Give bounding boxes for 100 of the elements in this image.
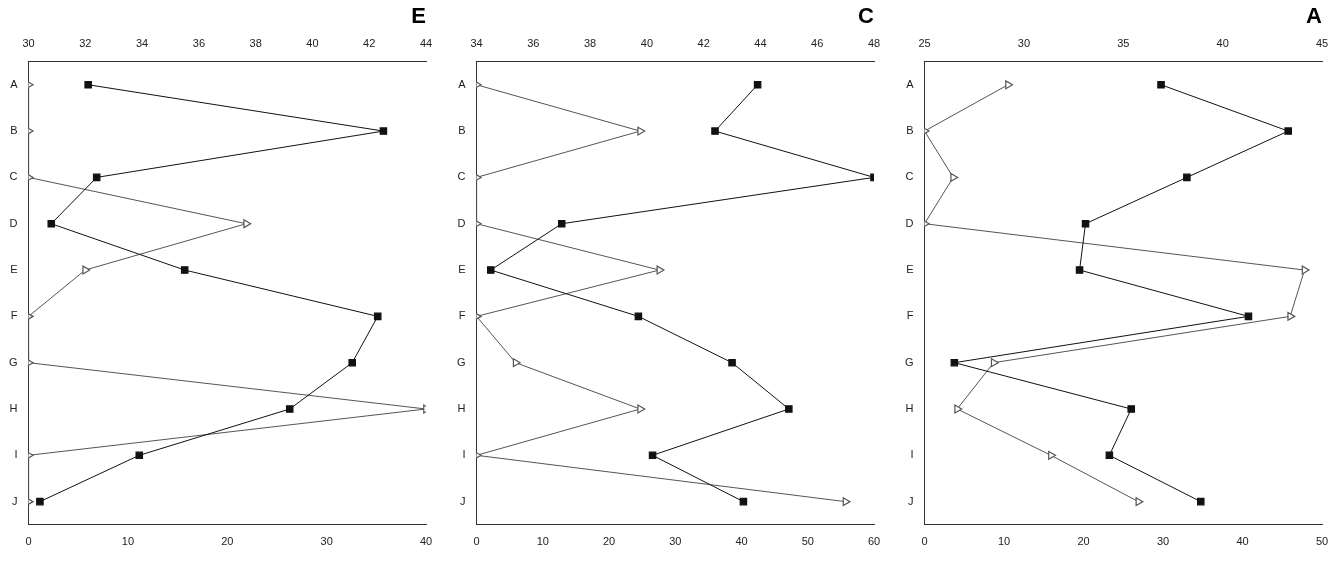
y-tick-label: I bbox=[910, 448, 914, 461]
point bbox=[1105, 451, 1114, 460]
y-tick-label: C bbox=[457, 170, 466, 183]
point bbox=[637, 404, 646, 414]
x2-tick-label: 46 bbox=[811, 37, 824, 50]
x-tick-label: 30 bbox=[320, 535, 333, 548]
y-tick-label: C bbox=[905, 170, 914, 183]
y-tick-label: H bbox=[9, 402, 18, 415]
point bbox=[373, 312, 382, 321]
point bbox=[1127, 405, 1136, 413]
point bbox=[1157, 80, 1165, 89]
point bbox=[36, 497, 44, 506]
point bbox=[1197, 497, 1205, 506]
x-tick-label: 30 bbox=[669, 535, 682, 548]
x2-tick-label: 36 bbox=[527, 37, 540, 50]
y-tick-label: H bbox=[905, 402, 914, 415]
x-tick-label: 10 bbox=[536, 535, 549, 548]
point bbox=[1005, 80, 1014, 90]
point bbox=[557, 219, 566, 228]
x2-tick-label: 35 bbox=[1117, 37, 1130, 50]
y-tick-label: A bbox=[458, 77, 467, 90]
point bbox=[954, 404, 963, 414]
x2-tick-label: 25 bbox=[918, 37, 931, 50]
point bbox=[47, 219, 56, 228]
point bbox=[753, 80, 762, 89]
point bbox=[92, 173, 101, 182]
x2-tick-label: 44 bbox=[419, 37, 433, 50]
x-tick-label: 20 bbox=[221, 535, 234, 548]
x-tick-label: 0 bbox=[25, 535, 32, 548]
point bbox=[1081, 219, 1090, 228]
x-tick-label: 40 bbox=[419, 535, 433, 548]
point bbox=[180, 266, 189, 274]
y-tick-label: E bbox=[906, 263, 914, 276]
point bbox=[135, 451, 144, 460]
y-tick-label: F bbox=[10, 309, 18, 322]
x2-tick-label: 40 bbox=[640, 37, 654, 50]
x2-tick-label: 32 bbox=[79, 37, 92, 50]
y-tick-label: B bbox=[10, 124, 18, 137]
point bbox=[1075, 266, 1084, 274]
point bbox=[512, 358, 521, 368]
y-tick-label: A bbox=[10, 77, 19, 90]
chart-title: E bbox=[411, 3, 426, 29]
x2-tick-label: 34 bbox=[470, 37, 483, 50]
y-tick-label: D bbox=[457, 216, 466, 229]
point bbox=[84, 80, 92, 89]
x-tick-label: 30 bbox=[1156, 535, 1170, 548]
x2-tick-label: 36 bbox=[192, 37, 206, 50]
y-tick-label: H bbox=[457, 402, 466, 415]
y-tick-label: G bbox=[904, 355, 914, 368]
x2-tick-label: 30 bbox=[1017, 37, 1031, 50]
point bbox=[1183, 173, 1191, 182]
x2-tick-label: 40 bbox=[1216, 37, 1229, 50]
y-tick-label: J bbox=[460, 494, 466, 507]
x-tick-label: 0 bbox=[921, 535, 928, 548]
y-tick-label: B bbox=[458, 124, 466, 137]
y-tick-label: F bbox=[458, 309, 466, 322]
x-tick-label: 20 bbox=[1077, 535, 1090, 548]
x2-tick-label: 30 bbox=[22, 37, 35, 50]
x-tick-label: 50 bbox=[1315, 535, 1329, 548]
point bbox=[379, 127, 388, 135]
y-tick-label: J bbox=[12, 494, 18, 507]
point bbox=[486, 266, 495, 274]
y-tick-label: I bbox=[14, 448, 18, 461]
point bbox=[82, 265, 91, 275]
y-tick-label: C bbox=[9, 170, 18, 183]
x-tick-label: 10 bbox=[121, 535, 135, 548]
y-tick-label: E bbox=[458, 263, 466, 276]
point bbox=[990, 358, 999, 368]
point bbox=[1284, 127, 1292, 135]
x-tick-label: 40 bbox=[735, 535, 748, 548]
y-tick-label: I bbox=[462, 448, 466, 461]
y-tick-label: E bbox=[10, 263, 18, 276]
point bbox=[842, 497, 851, 507]
point bbox=[243, 219, 252, 229]
x2-tick-label: 34 bbox=[135, 37, 149, 50]
x-tick-label: 20 bbox=[602, 535, 616, 548]
x-tick-label: 40 bbox=[1236, 535, 1249, 548]
y-tick-label: G bbox=[456, 355, 466, 368]
point bbox=[1287, 311, 1296, 321]
x-tick-label: 50 bbox=[801, 535, 814, 548]
x-tick-label: 0 bbox=[473, 535, 480, 548]
point bbox=[285, 405, 294, 413]
point bbox=[711, 127, 719, 135]
x-tick-label: 10 bbox=[997, 535, 1011, 548]
x2-tick-label: 48 bbox=[867, 37, 881, 50]
point bbox=[1301, 265, 1310, 275]
point bbox=[950, 172, 959, 182]
y-tick-label: B bbox=[906, 124, 914, 137]
point bbox=[728, 358, 736, 367]
point bbox=[656, 265, 665, 275]
point bbox=[950, 358, 959, 367]
point bbox=[1048, 450, 1057, 460]
y-tick-label: F bbox=[906, 309, 914, 322]
point bbox=[1135, 497, 1144, 507]
x2-tick-label: 42 bbox=[363, 37, 376, 50]
chart-title: A bbox=[1306, 3, 1323, 29]
x2-tick-label: 45 bbox=[1315, 37, 1329, 50]
x2-tick-label: 38 bbox=[583, 37, 597, 50]
y-tick-label: D bbox=[905, 216, 914, 229]
x2-tick-label: 44 bbox=[754, 37, 767, 50]
